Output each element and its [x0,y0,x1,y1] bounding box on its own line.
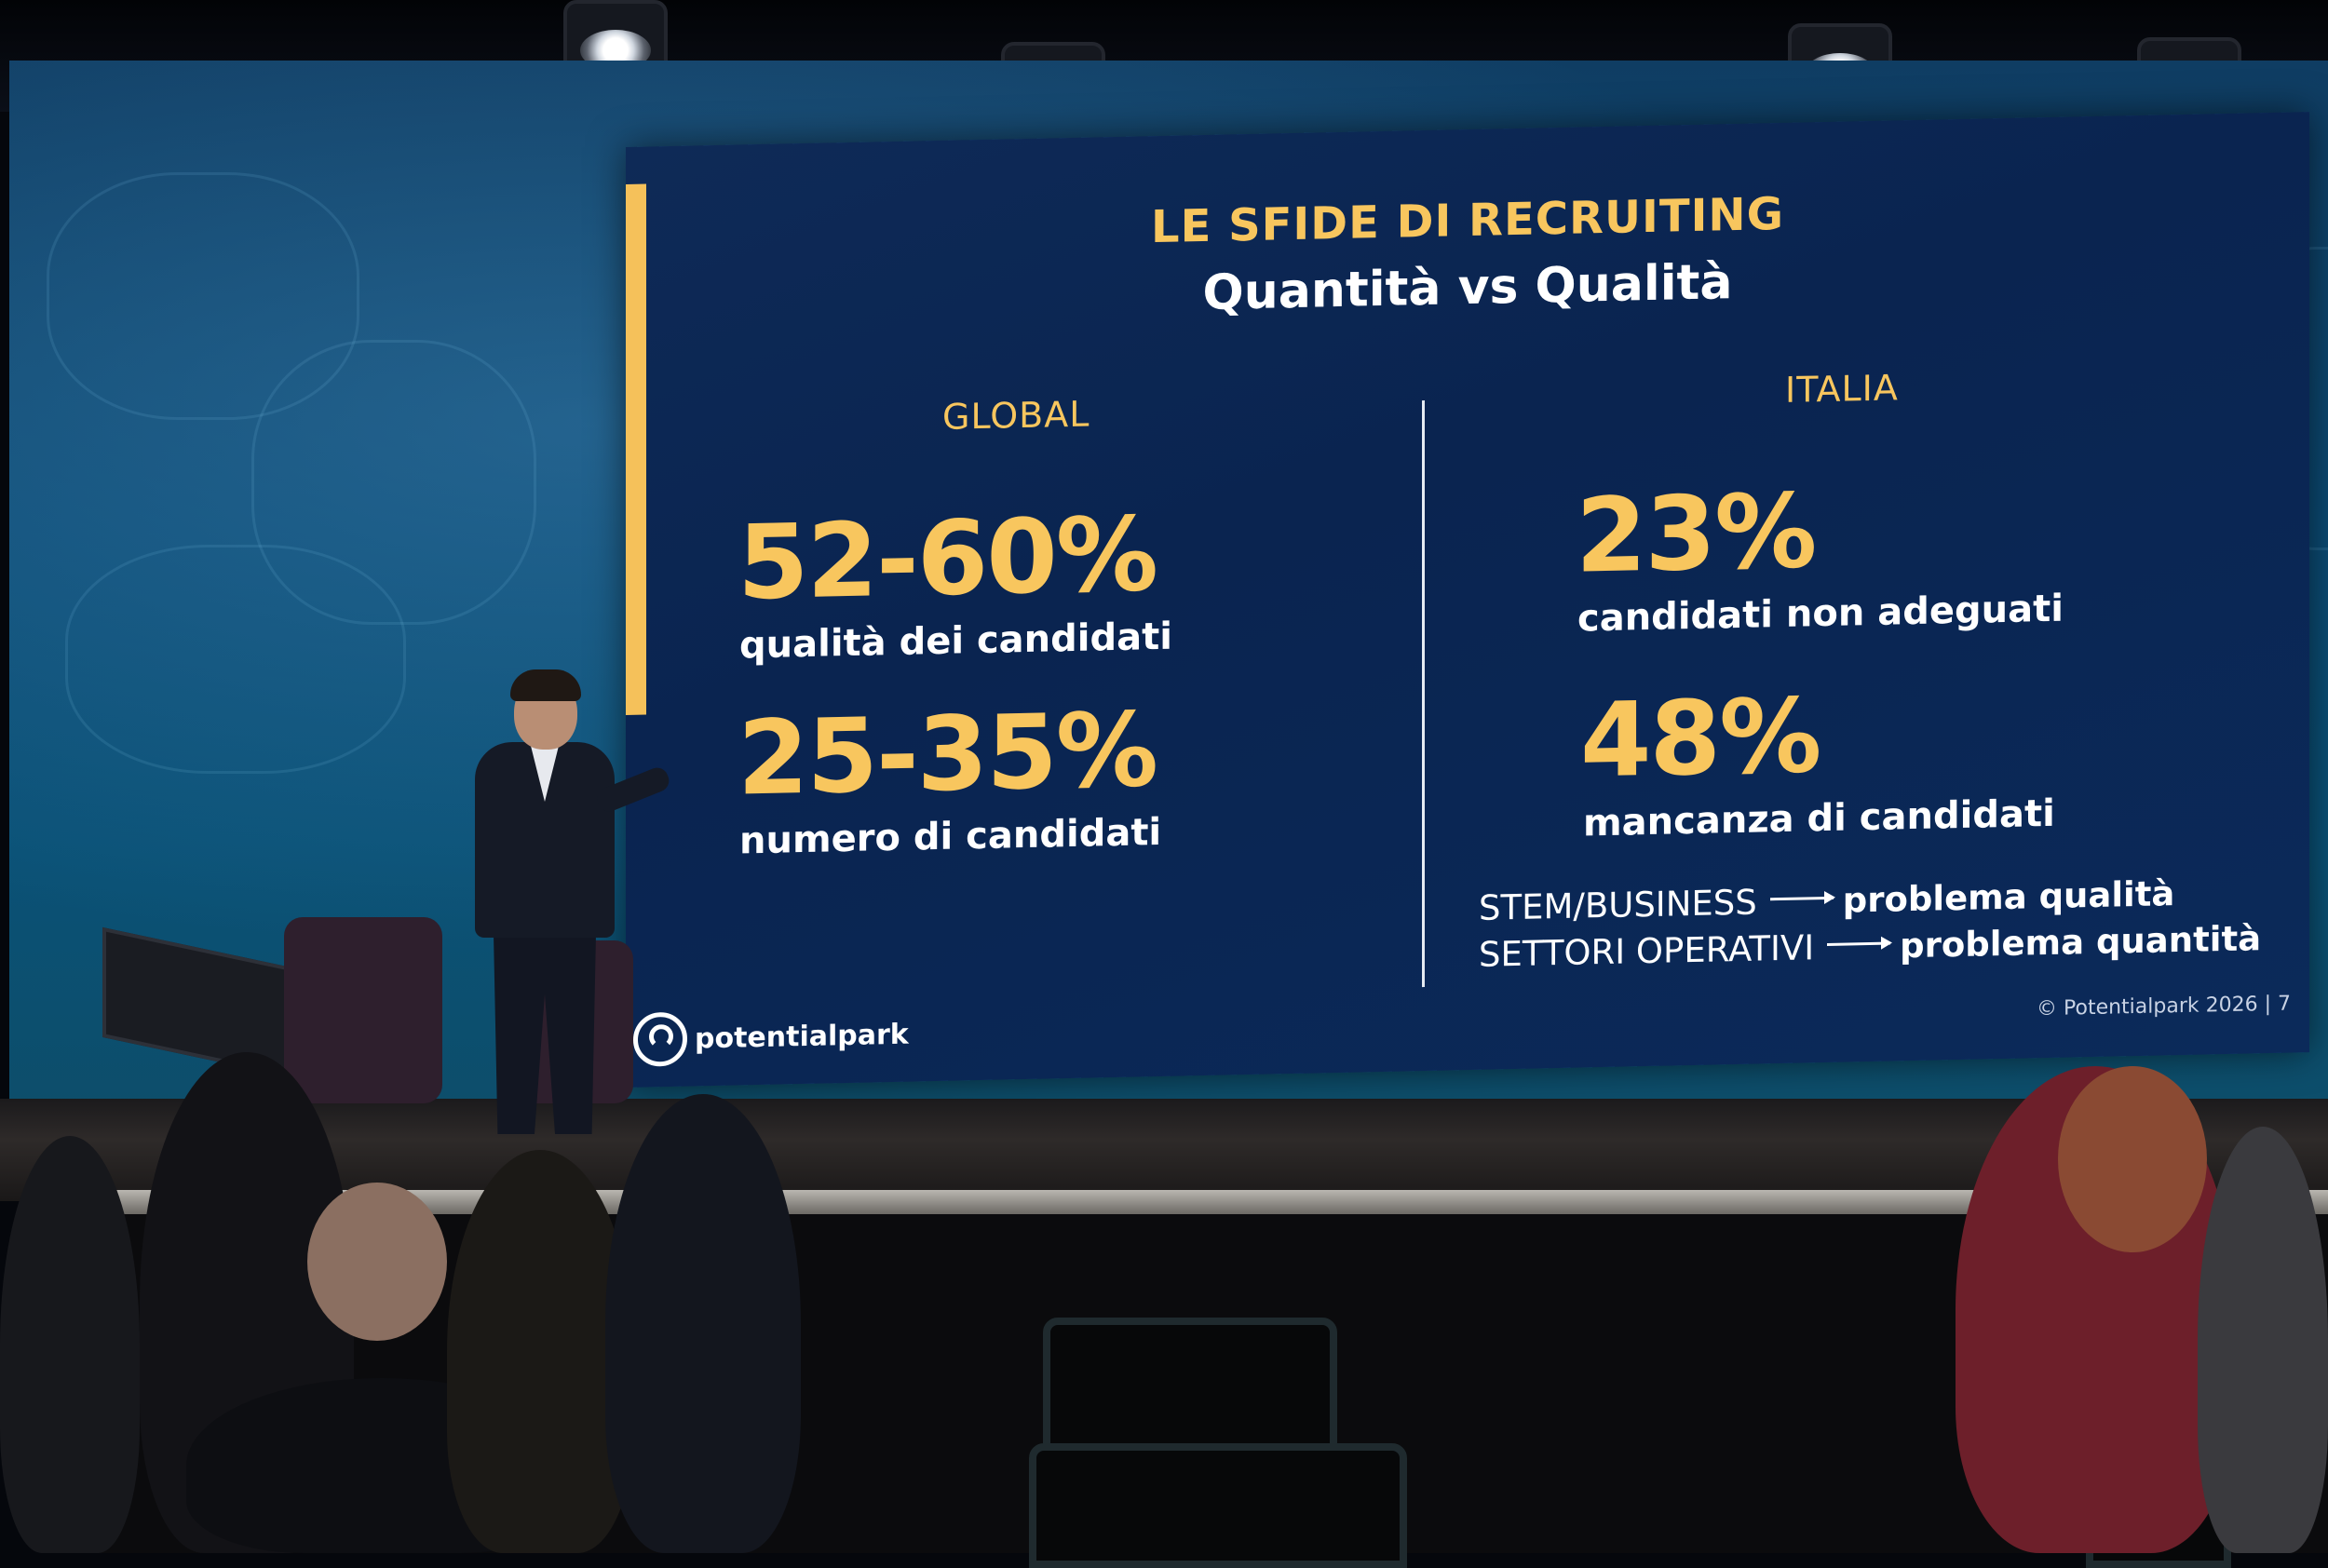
slide-footer: © Potentialpark 2026 | 7 [2037,992,2291,1021]
column-divider [1422,400,1425,988]
sector-note: STEM/BUSINESS problema qualità [1479,873,2174,928]
arrow-right-icon [1769,896,1834,901]
sector-note: SETTORI OPERATIVI problema quantità [1479,918,2261,975]
potentialpark-logo: potentialpark [633,1007,909,1067]
sector-result: problema quantità [1900,918,2262,966]
global-stat-value: 25-35% [738,690,1157,818]
global-stat-value: 52-60% [738,494,1157,623]
sector-label: SETTORI OPERATIVI [1479,927,1815,975]
global-stat-label: qualità dei candidati [739,615,1172,668]
global-stat-label: numero di candidati [739,810,1162,863]
audience-member [0,1136,140,1553]
italia-stat-label: mancanza di candidati [1583,791,2055,845]
audience-chair [1029,1443,1407,1568]
italia-heading: ITALIA [1785,367,1899,411]
armchair [284,917,442,1103]
audience-member [447,1150,633,1553]
italia-stat-value: 48% [1580,676,1820,801]
sector-result: problema qualità [1842,873,2175,921]
arrow-right-icon [1827,941,1891,946]
global-heading: GLOBAL [942,393,1090,438]
italia-stat-value: 23% [1576,471,1816,596]
presenter [456,669,672,1145]
italia-stat-label: candidati non adeguati [1577,587,2064,641]
logo-text: potentialpark [695,1018,909,1055]
audience-member [307,1183,447,1341]
sector-label: STEM/BUSINESS [1479,882,1757,928]
presentation-slide: LE SFIDE DI RECRUITING Quantità vs Quali… [626,112,2309,1088]
audience-member [2198,1127,2328,1553]
audience-member [2058,1066,2207,1252]
stage-edge [56,1190,2328,1214]
audience-member [605,1094,801,1553]
